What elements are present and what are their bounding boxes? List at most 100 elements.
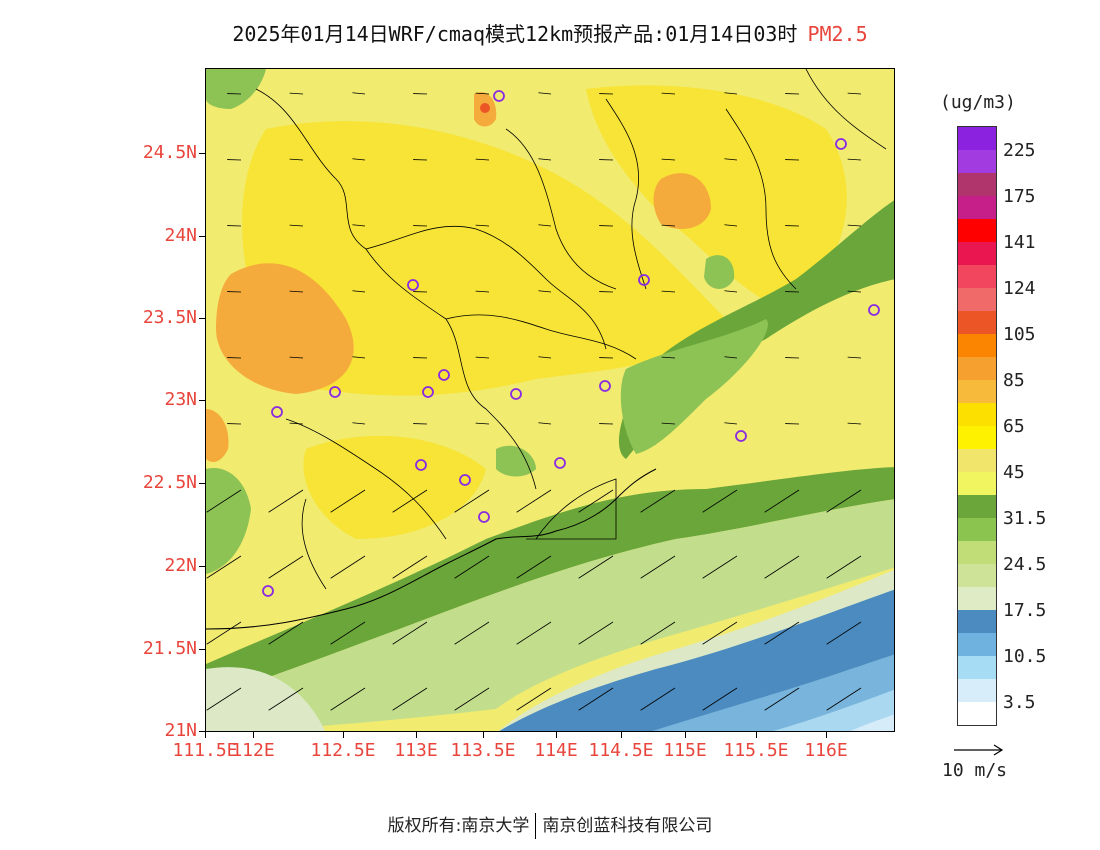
monitoring-station-marker [407, 279, 419, 291]
wind-arrow [640, 489, 676, 513]
wind-arrow [724, 422, 738, 425]
color-legend [957, 126, 997, 726]
wind-arrow [289, 224, 304, 227]
wind-arrow [661, 92, 676, 95]
wind-arrow [702, 621, 738, 645]
latitude-label: 21N [164, 720, 197, 741]
legend-swatch [958, 265, 996, 288]
longitude-label: 111.5E [172, 740, 238, 761]
longitude-label: 116E [804, 740, 848, 761]
wind-arrow [847, 158, 862, 161]
monitoring-station-marker [868, 304, 880, 316]
monitoring-station-marker [493, 90, 505, 102]
legend-label: 175 [1003, 186, 1036, 207]
high-zone-central [242, 121, 726, 396]
monitoring-station-marker [478, 511, 490, 523]
ocean-zone-pale [850, 714, 894, 731]
legend-label: 225 [1003, 140, 1036, 161]
wind-arrow [661, 224, 676, 227]
wind-arrow [764, 555, 800, 579]
legend-label: 124 [1003, 278, 1036, 299]
hotspot-core [480, 103, 490, 113]
monitoring-station-marker [735, 430, 747, 442]
legend-swatch [958, 449, 996, 472]
legend-swatch [958, 495, 996, 518]
wind-arrow [352, 290, 366, 293]
wind-arrow [392, 489, 428, 513]
legend-label: 24.5 [1003, 554, 1047, 575]
wind-arrow [289, 290, 304, 293]
very-high-zone-edge [206, 409, 229, 462]
wind-arrow [578, 687, 614, 711]
wind-arrow [578, 489, 614, 513]
wind-arrow [475, 356, 490, 359]
monitoring-station-marker [459, 474, 471, 486]
wind-arrow [724, 290, 738, 293]
legend-unit: (ug/m3) [940, 92, 1016, 113]
pm25-concentration-map [206, 69, 894, 731]
title-row: 2025年01月14日WRF/cmaq模式12km预报产品:01月14日03时 P… [0, 18, 1100, 47]
latitude-tick [199, 400, 205, 401]
legend-swatch [958, 242, 996, 265]
monitoring-station-marker [422, 386, 434, 398]
legend-swatch [958, 656, 996, 679]
wind-arrow [475, 290, 490, 293]
wind-arrow [661, 290, 676, 293]
legend-swatch [958, 357, 996, 380]
wind-arrow [330, 489, 366, 513]
low-zone-west [206, 468, 251, 574]
species-label: PM2.5 [807, 22, 868, 46]
wind-arrow [538, 422, 552, 425]
monitoring-station-marker [554, 457, 566, 469]
wind-arrow [847, 290, 862, 293]
wind-arrow [454, 555, 490, 579]
legend-swatch [958, 426, 996, 449]
longitude-tick [756, 732, 757, 738]
monitoring-station-marker [329, 386, 341, 398]
wind-arrow [454, 489, 490, 513]
high-zone-northeast [586, 85, 847, 309]
latitude-label: 22.5N [142, 472, 197, 493]
wind-arrow [289, 158, 304, 161]
longitude-tick [343, 732, 344, 738]
wind-arrow [352, 356, 366, 359]
wind-arrow [206, 489, 242, 513]
wind-reference-arrow [954, 744, 1004, 756]
page-title: 2025年01月14日WRF/cmaq模式12km预报产品:01月14日03时 [232, 22, 798, 46]
wind-reference-label: 10 m/s [942, 760, 1008, 781]
wind-arrow [847, 92, 862, 95]
sea-zone-light-green [206, 499, 894, 731]
wind-arrow [516, 687, 552, 711]
longitude-tick [253, 732, 254, 738]
low-zone-coastal-band [206, 467, 894, 699]
wind-arrow [289, 356, 304, 359]
legend-swatch [958, 472, 996, 495]
wind-arrow [578, 621, 614, 645]
high-zone-southwest [303, 435, 486, 539]
wind-arrow [724, 224, 738, 227]
wind-arrow [392, 555, 428, 579]
legend-swatch [958, 403, 996, 426]
legend-swatch [958, 587, 996, 610]
footer: 版权所有:南京大学 南京创蓝科技有限公司 [0, 811, 1100, 839]
wind-arrow [764, 621, 800, 645]
longitude-tick [416, 732, 417, 738]
latitude-tick [199, 731, 205, 732]
very-high-zone-northeast [653, 173, 711, 229]
wind-arrow [392, 687, 428, 711]
wind-arrow [475, 422, 490, 425]
latitude-tick [199, 318, 205, 319]
legend-label: 31.5 [1003, 508, 1047, 529]
longitude-tick [556, 732, 557, 738]
wind-arrow [206, 687, 242, 711]
latitude-tick [199, 566, 205, 567]
wind-arrow [352, 224, 366, 227]
low-zone-northwest [206, 69, 266, 109]
legend-swatch [958, 610, 996, 633]
wind-arrow [352, 158, 366, 161]
wind-vectors [206, 92, 862, 711]
wind-arrow [516, 555, 552, 579]
legend-swatch [958, 127, 996, 150]
legend-swatch [958, 334, 996, 357]
wind-arrow [847, 224, 862, 227]
